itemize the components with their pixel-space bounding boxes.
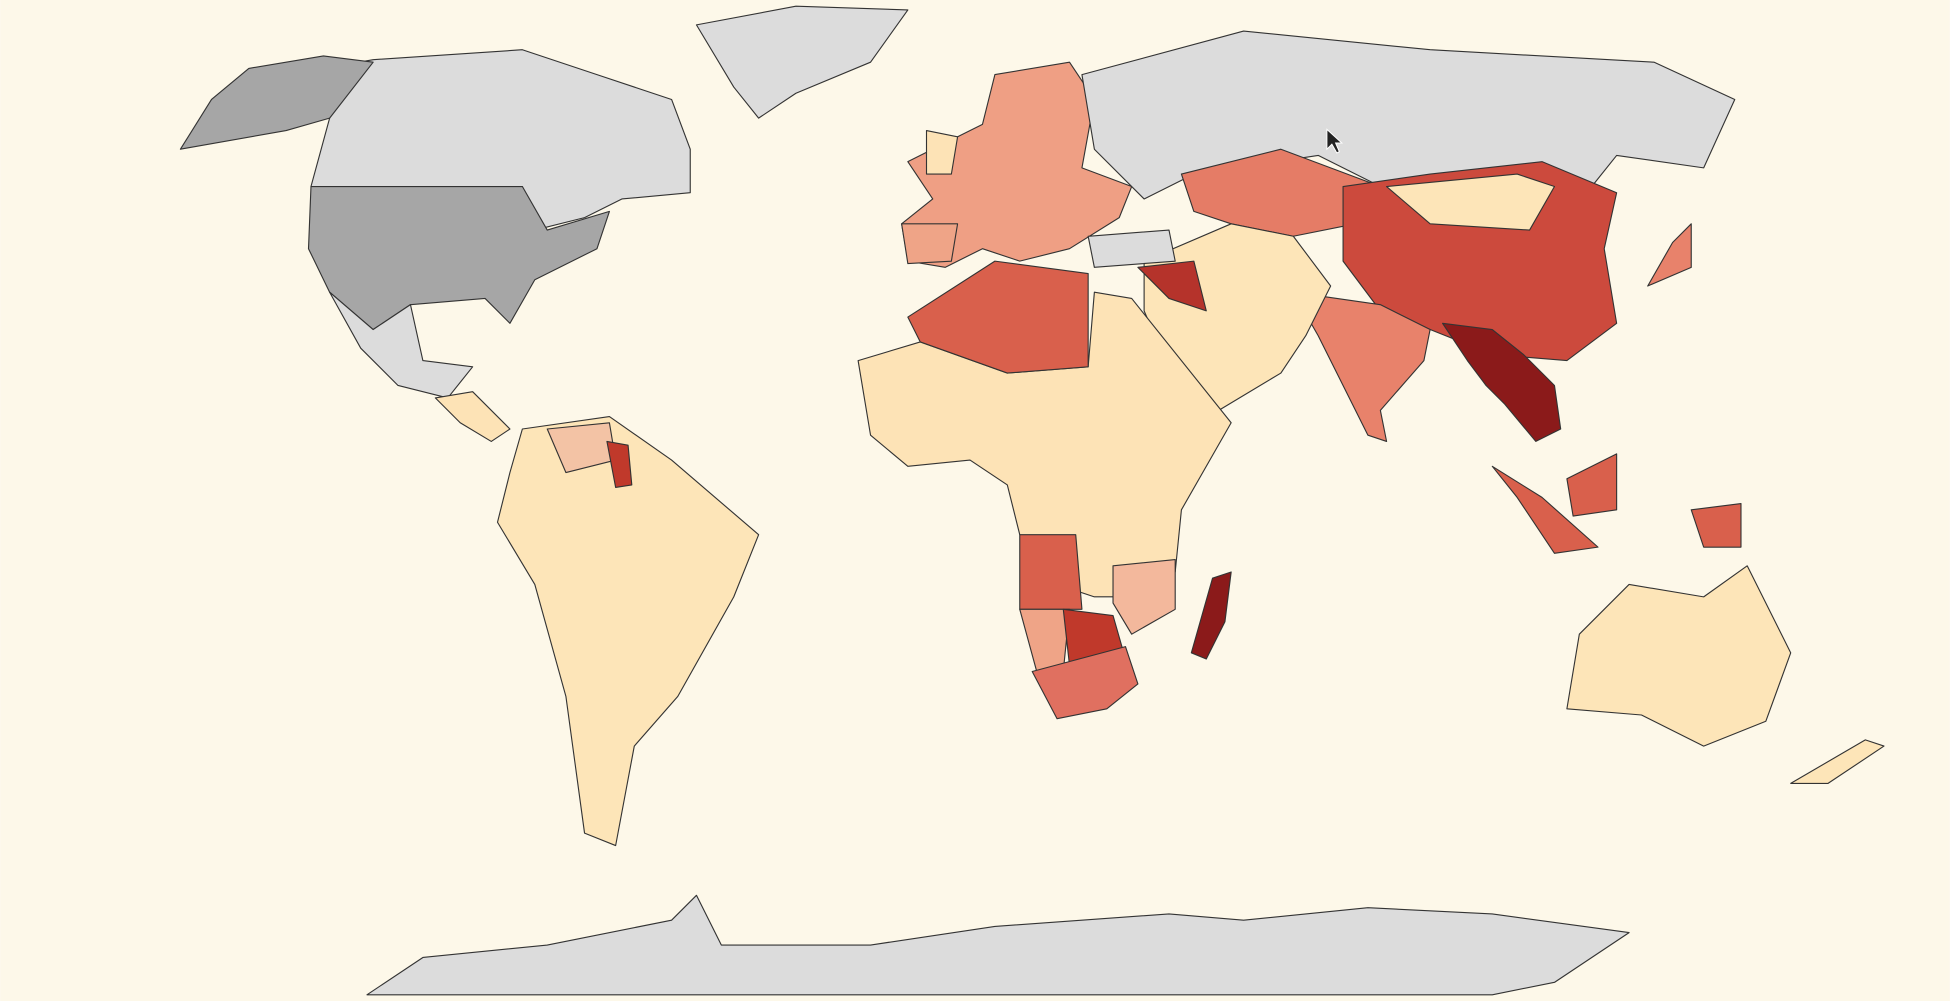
country: [1647, 223, 1692, 287]
country: [1087, 229, 1176, 268]
country: [1790, 739, 1885, 784]
country: [434, 391, 511, 442]
country: [1031, 646, 1139, 720]
country: [695, 5, 909, 119]
country: [901, 223, 959, 265]
country: [329, 291, 474, 399]
country: [1386, 173, 1556, 231]
country: [1292, 291, 1431, 442]
country: [1566, 565, 1792, 747]
country: [496, 416, 760, 847]
country: [1566, 453, 1618, 517]
mouse-cursor: [1326, 128, 1344, 154]
country: [1019, 534, 1083, 610]
country: [179, 55, 374, 150]
country: [1441, 322, 1562, 442]
country: [925, 130, 959, 175]
country: [907, 260, 1089, 374]
country: [1190, 571, 1232, 660]
country: [606, 440, 633, 489]
country: [1690, 503, 1742, 548]
country: [366, 894, 1630, 996]
country: [1112, 559, 1176, 635]
country: [1137, 260, 1207, 312]
country: [1342, 161, 1618, 362]
country: [1491, 465, 1599, 554]
country: [1180, 148, 1381, 237]
